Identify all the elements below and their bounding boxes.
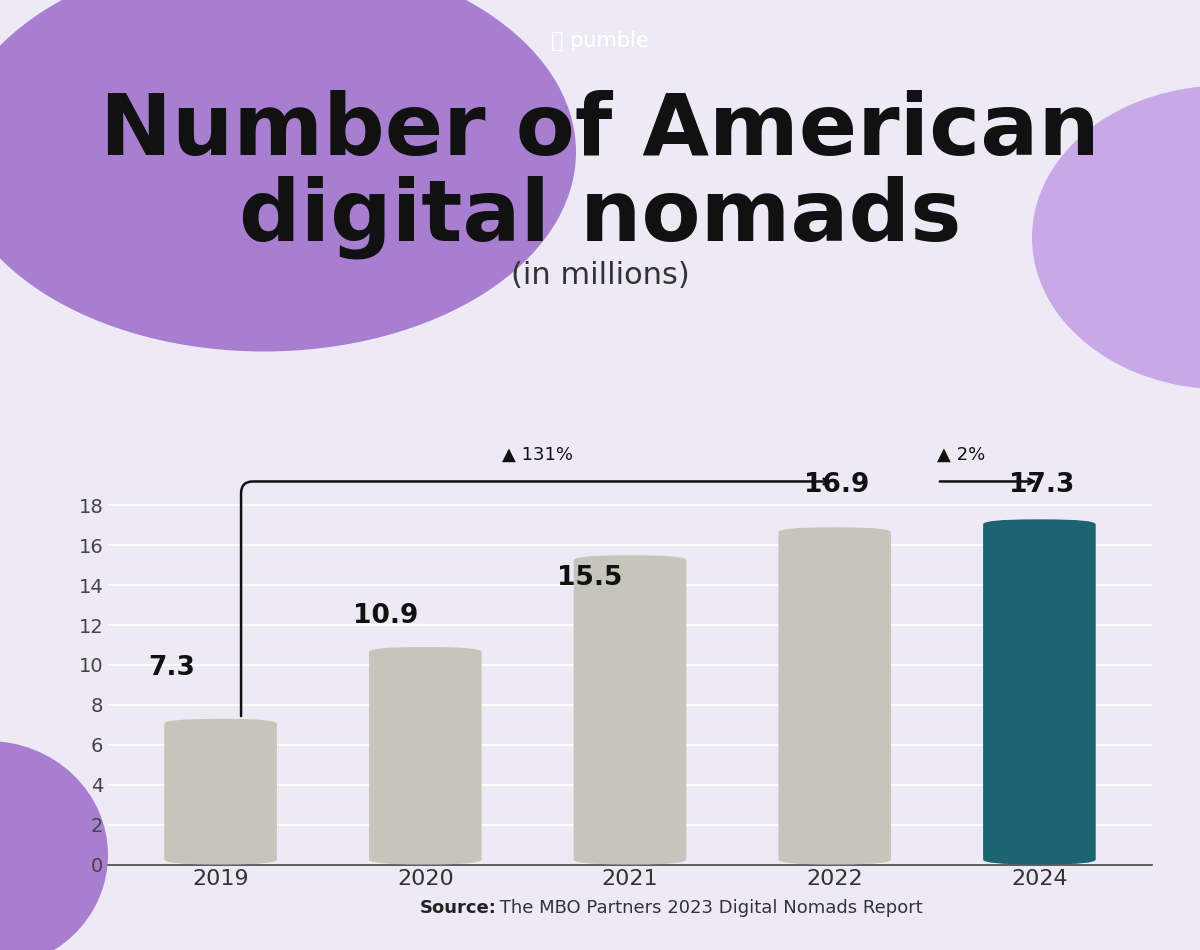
FancyBboxPatch shape [983,520,1096,864]
Text: ▲ 2%: ▲ 2% [937,446,985,464]
Text: Source:: Source: [420,899,497,917]
Text: The MBO Partners 2023 Digital Nomads Report: The MBO Partners 2023 Digital Nomads Rep… [494,899,923,917]
Text: ⎕ pumble: ⎕ pumble [551,31,649,51]
FancyBboxPatch shape [370,647,481,864]
FancyBboxPatch shape [574,555,686,864]
Text: Number of American: Number of American [100,90,1100,173]
Text: digital nomads: digital nomads [239,176,961,259]
Text: (in millions): (in millions) [511,261,689,291]
FancyBboxPatch shape [779,527,892,864]
Text: 7.3: 7.3 [148,655,194,681]
Text: 15.5: 15.5 [557,565,623,591]
Text: 10.9: 10.9 [353,603,418,629]
Text: 17.3: 17.3 [1009,472,1074,499]
Text: 16.9: 16.9 [804,472,869,499]
FancyBboxPatch shape [164,719,277,864]
Text: ▲ 131%: ▲ 131% [503,446,574,464]
